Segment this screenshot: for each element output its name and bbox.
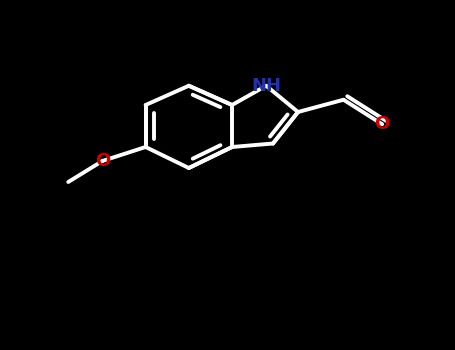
Text: NH: NH [251,77,281,95]
Text: O: O [95,152,110,170]
Text: O: O [374,115,390,133]
